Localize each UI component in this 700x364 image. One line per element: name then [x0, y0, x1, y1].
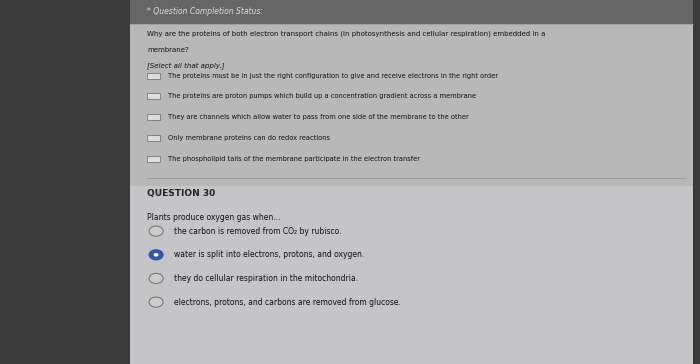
- Text: The proteins are proton pumps which build up a concentration gradient across a m: The proteins are proton pumps which buil…: [168, 94, 476, 99]
- Text: they do cellular respiration in the mitochondria.: they do cellular respiration in the mito…: [174, 274, 358, 283]
- Ellipse shape: [149, 250, 163, 260]
- FancyBboxPatch shape: [147, 155, 160, 162]
- Ellipse shape: [154, 253, 158, 257]
- Text: * Question Completion Status:: * Question Completion Status:: [147, 7, 263, 16]
- Text: Why are the proteins of both electron transport chains (in photosynthesis and ce: Why are the proteins of both electron tr…: [147, 31, 545, 37]
- Text: membrane?: membrane?: [147, 47, 189, 53]
- FancyBboxPatch shape: [130, 0, 693, 186]
- Text: Plants produce oxygen gas when...: Plants produce oxygen gas when...: [147, 213, 281, 222]
- FancyBboxPatch shape: [130, 186, 693, 364]
- FancyBboxPatch shape: [147, 72, 160, 79]
- Text: They are channels which allow water to pass from one side of the membrane to the: They are channels which allow water to p…: [168, 114, 469, 120]
- Ellipse shape: [149, 273, 163, 284]
- Ellipse shape: [149, 297, 163, 307]
- Text: [Select all that apply.]: [Select all that apply.]: [147, 62, 225, 69]
- Text: electrons, protons, and carbons are removed from glucose.: electrons, protons, and carbons are remo…: [174, 298, 400, 306]
- Text: water is split into electrons, protons, and oxygen.: water is split into electrons, protons, …: [174, 250, 364, 259]
- FancyBboxPatch shape: [147, 135, 160, 141]
- FancyBboxPatch shape: [130, 0, 693, 24]
- Text: The proteins must be in just the right configuration to give and receive electro: The proteins must be in just the right c…: [168, 73, 498, 79]
- Text: The phospholipid tails of the membrane participate in the electron transfer: The phospholipid tails of the membrane p…: [168, 156, 420, 162]
- Ellipse shape: [149, 226, 163, 236]
- Text: Only membrane proteins can do redox reactions: Only membrane proteins can do redox reac…: [168, 135, 330, 141]
- Text: the carbon is removed from CO₂ by rubisco.: the carbon is removed from CO₂ by rubisc…: [174, 227, 341, 236]
- FancyBboxPatch shape: [147, 114, 160, 120]
- FancyBboxPatch shape: [147, 94, 160, 99]
- Text: QUESTION 30: QUESTION 30: [147, 189, 216, 198]
